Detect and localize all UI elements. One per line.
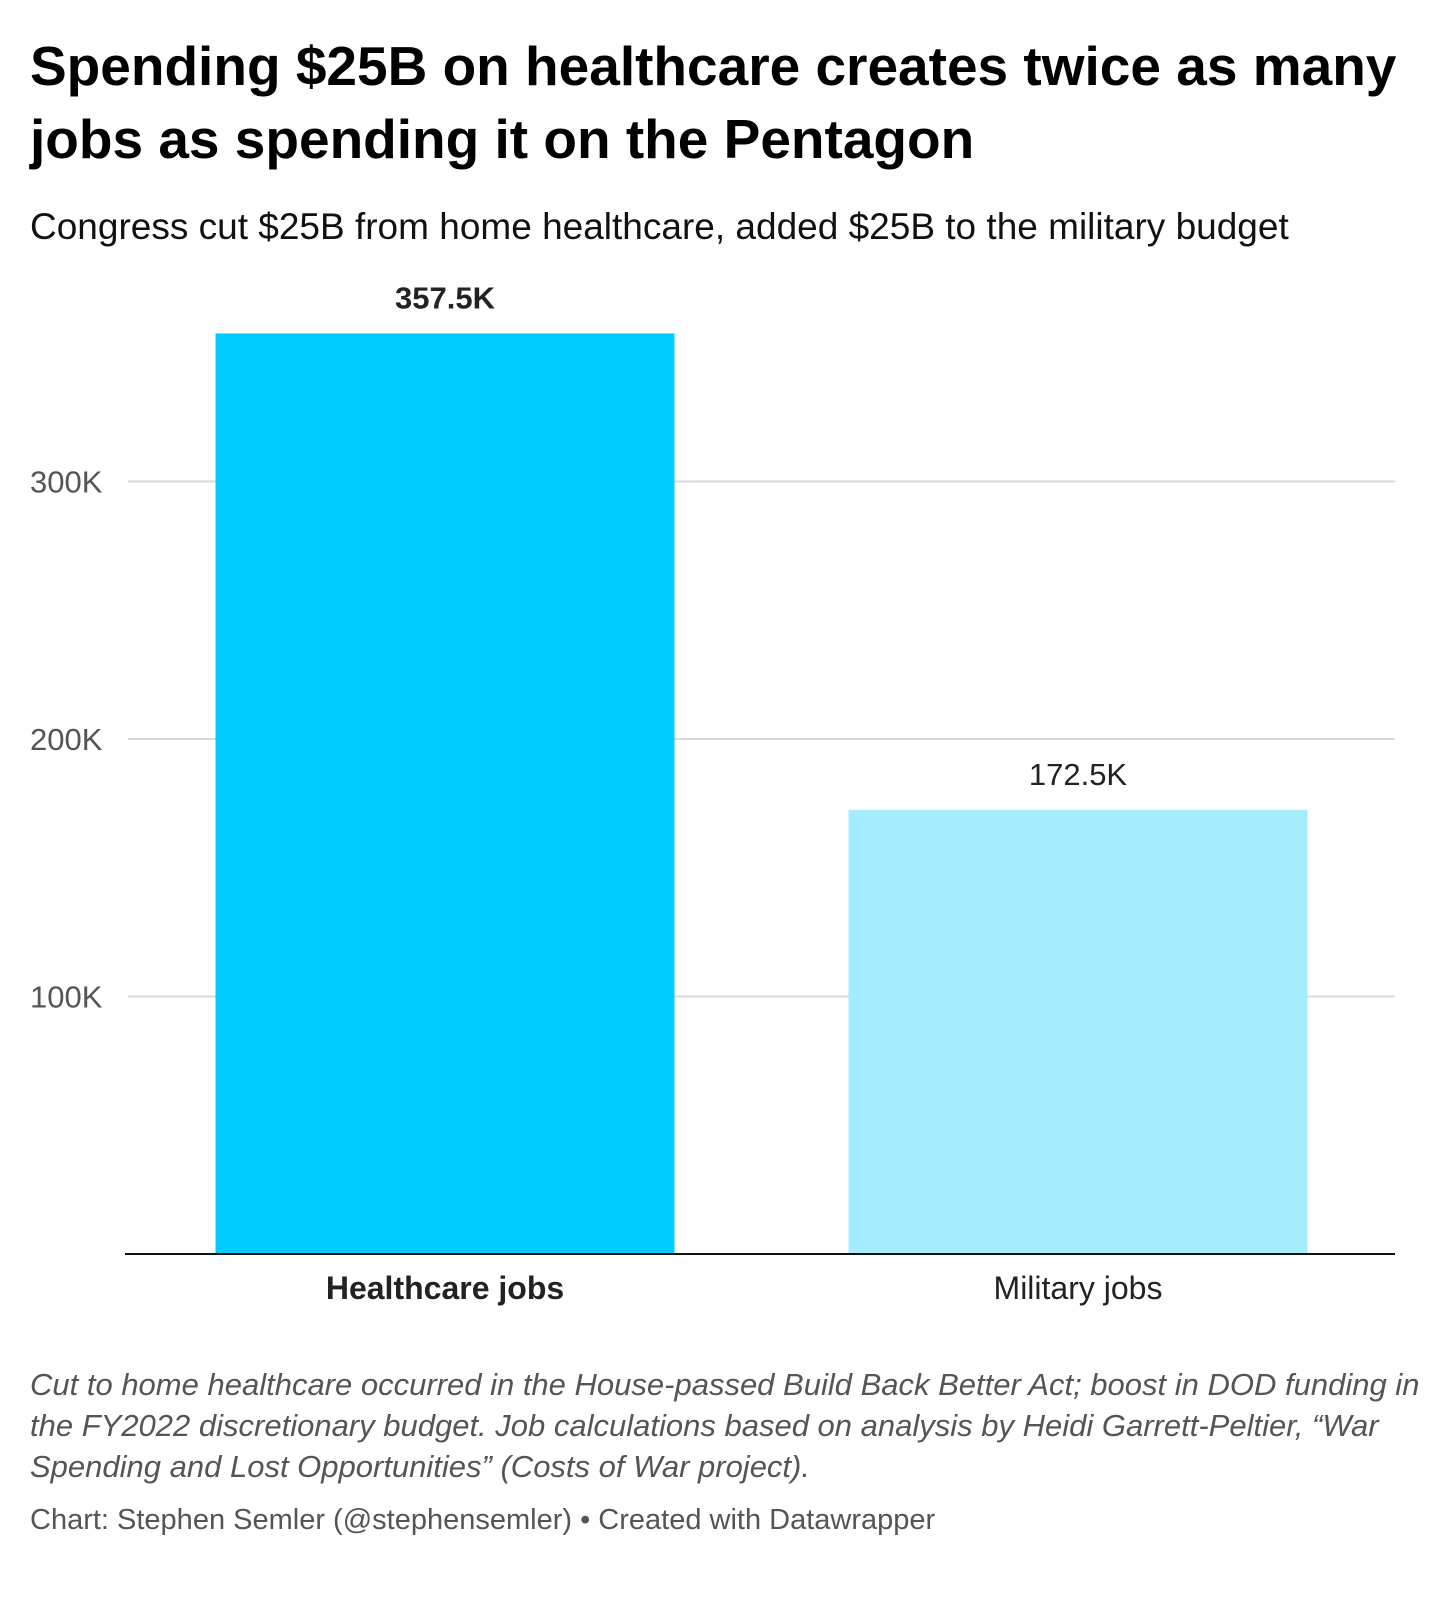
value-label: 172.5K bbox=[1029, 757, 1128, 792]
y-tick-label: 300K bbox=[30, 465, 103, 500]
y-tick-label: 100K bbox=[30, 980, 103, 1015]
chart-subtitle: Congress cut $25B from home healthcare, … bbox=[30, 206, 1289, 247]
category-label: Healthcare jobs bbox=[326, 1270, 564, 1306]
chart-byline: Chart: Stephen Semler (@stephensemler) •… bbox=[30, 1504, 936, 1536]
chart-notes: Cut to home healthcare occurred in the H… bbox=[30, 1367, 1420, 1484]
bar-chart: 100K 200K 300K 357.5K Healthcare jobs 172.5K M… bbox=[30, 280, 1395, 1306]
bar-0 bbox=[215, 333, 675, 1254]
value-label: 357.5K bbox=[395, 280, 496, 315]
labels: 100K 200K 300K 357.5K Healthcare jobs 172.5K M… bbox=[30, 280, 1395, 1306]
category-label: Military jobs bbox=[994, 1270, 1163, 1306]
y-tick-label: 200K bbox=[30, 722, 103, 757]
chart-title: Spending $25B on healthcare creates twic… bbox=[30, 35, 1397, 170]
bar-1 bbox=[848, 809, 1308, 1254]
bars bbox=[215, 333, 1308, 1254]
